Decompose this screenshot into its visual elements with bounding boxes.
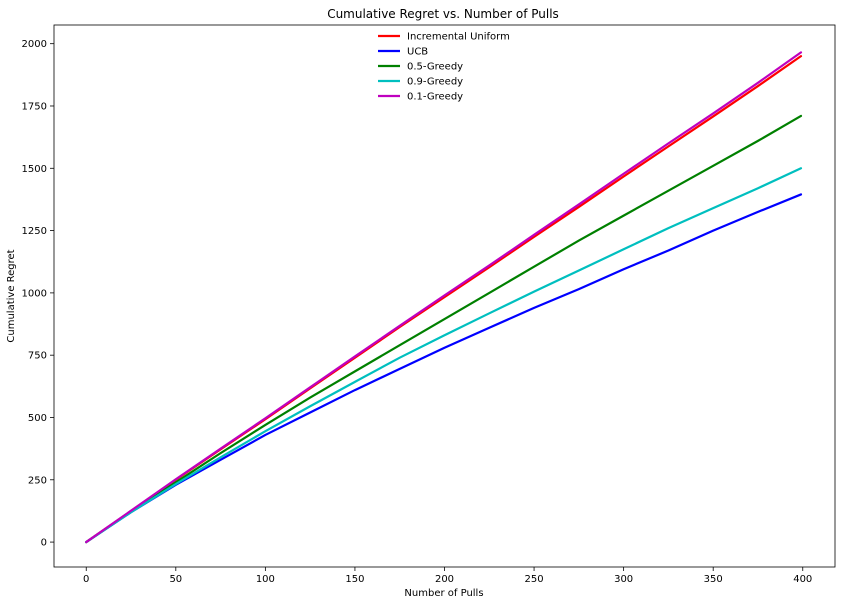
- y-tick-label: 750: [28, 351, 47, 362]
- y-tick-label: 1500: [22, 164, 47, 175]
- y-tick-label: 250: [28, 475, 47, 486]
- y-tick-label: 1000: [22, 288, 47, 299]
- x-tick-label: 200: [435, 574, 454, 585]
- series-lines: [85, 51, 803, 544]
- x-tick-label: 250: [525, 574, 544, 585]
- x-tick-label: 400: [793, 574, 812, 585]
- series-line-2: [85, 114, 803, 544]
- x-axis-label: Number of Pulls: [404, 588, 483, 599]
- y-axis-ticks: 0 250 500 750 1000 1250 1500 1750 2000: [22, 39, 54, 549]
- legend-label: 0.1-Greedy: [407, 92, 463, 103]
- y-tick-label: 1750: [22, 101, 47, 112]
- y-tick-label: 0: [41, 538, 47, 549]
- y-axis-label: Cumulative Regret: [6, 249, 17, 342]
- legend-label: Incremental Uniform: [407, 32, 510, 43]
- y-tick-label: 2000: [22, 39, 47, 50]
- legend-label: 0.9-Greedy: [407, 77, 463, 88]
- x-tick-label: 100: [256, 574, 275, 585]
- x-tick-label: 50: [169, 574, 182, 585]
- legend-label: UCB: [407, 47, 428, 58]
- series-line-3: [85, 167, 803, 544]
- y-tick-label: 500: [28, 413, 47, 424]
- legend-label: 0.5-Greedy: [407, 62, 463, 73]
- x-tick-label: 300: [614, 574, 633, 585]
- x-tick-label: 150: [345, 574, 364, 585]
- series-line-1: [85, 193, 803, 544]
- x-tick-label: 350: [704, 574, 723, 585]
- chart-title: Cumulative Regret vs. Number of Pulls: [327, 7, 559, 21]
- series-line-4: [85, 51, 803, 544]
- legend: Incremental Uniform UCB 0.5-Greedy 0.9-Gree…: [378, 32, 510, 103]
- x-axis-ticks: 0 50 100 150 200 250 300 350 400: [83, 567, 812, 585]
- x-tick-label: 0: [83, 574, 89, 585]
- y-tick-label: 1250: [22, 226, 47, 237]
